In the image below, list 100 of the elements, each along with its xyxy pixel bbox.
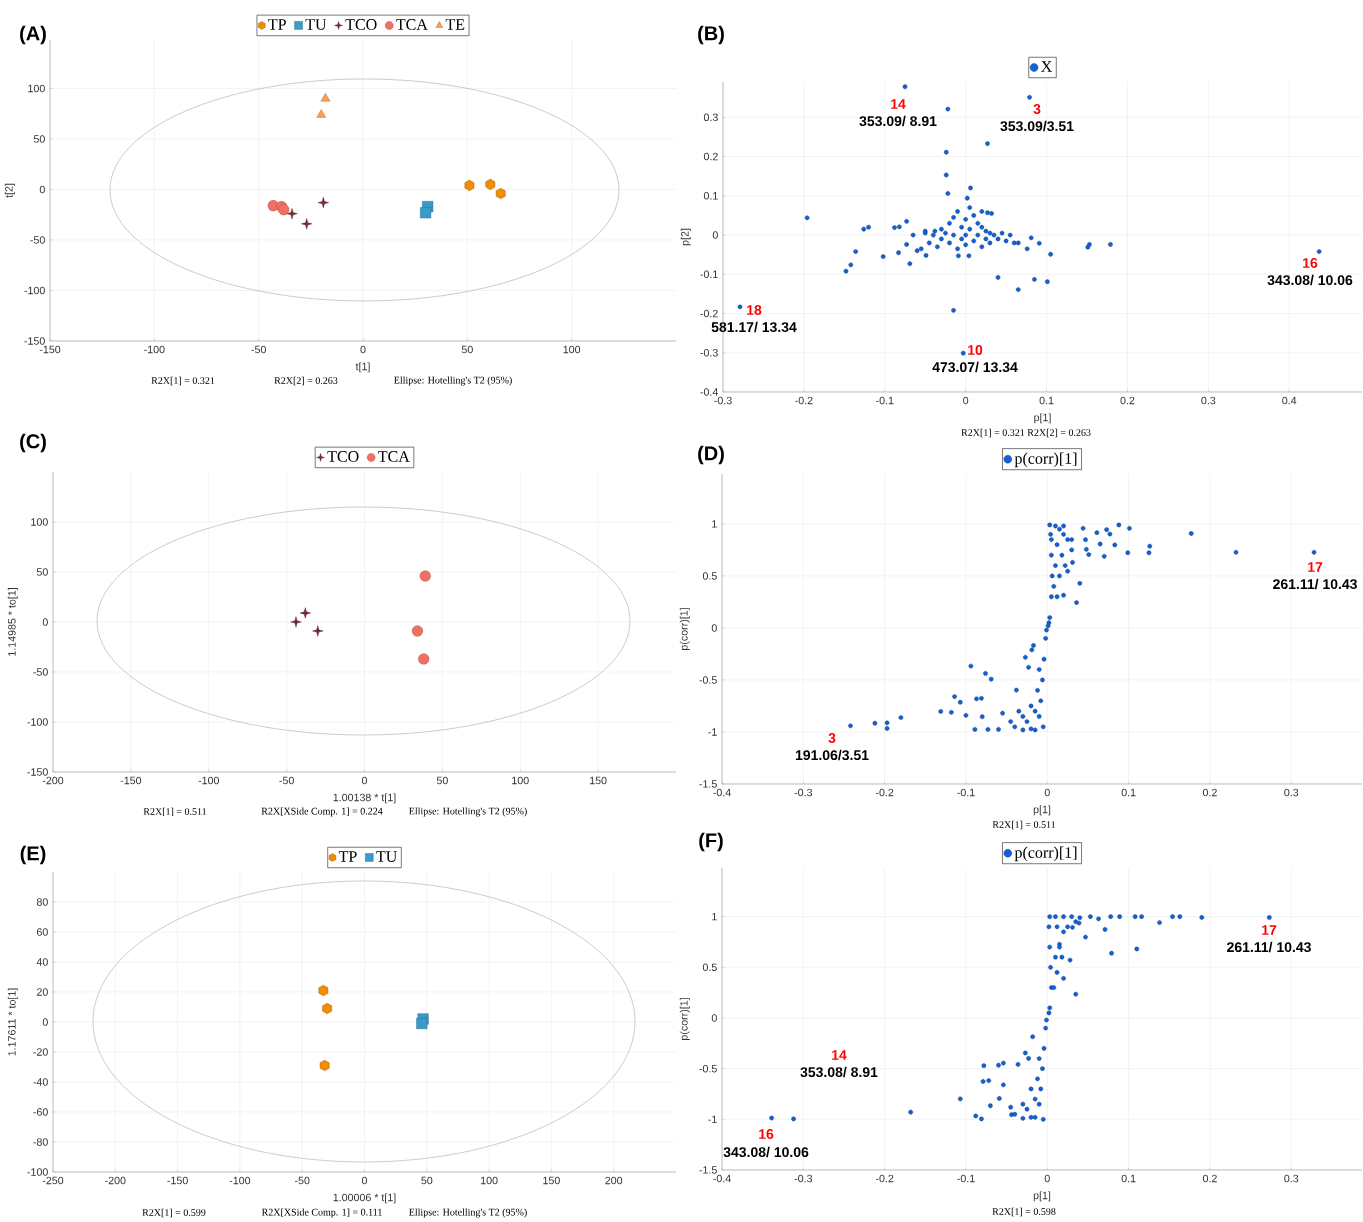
y-tick-label: -0.4 (700, 388, 718, 396)
point (485, 178, 496, 190)
y-tick-label: -20 (33, 1048, 48, 1056)
y-tick-label: -150 (24, 337, 45, 345)
annotation: 353.09/3.51 (1000, 120, 1074, 132)
x-axis-title: p[1] (1033, 805, 1051, 816)
legend-label: TE (445, 19, 465, 30)
point (301, 218, 313, 230)
y-tick-label: -1.5 (699, 780, 717, 788)
x-tick-label: 0 (1044, 788, 1050, 797)
point (286, 208, 298, 220)
x-tick-label: 100 (481, 1176, 498, 1185)
legend-label: TP (338, 851, 357, 862)
y-axis-title: p(corr)[1] (679, 998, 690, 1040)
y-tick-label: 0 (712, 231, 718, 239)
y-axis-title: 1.17611 * to[1] (7, 988, 18, 1056)
x-tick-label: -0.2 (875, 1174, 894, 1183)
y-tick-label: -0.5 (699, 1064, 717, 1073)
annotation: 10 (968, 345, 983, 355)
text: Ellipse: Hotelling's T2 (95%) (394, 376, 512, 386)
annotation: 3 (828, 733, 836, 743)
x-tick-label: -0.2 (795, 396, 813, 405)
x-tick-label: -0.3 (794, 788, 813, 797)
x-tick-label: -200 (105, 1176, 126, 1185)
annotation: 343.08/ 10.06 (1267, 274, 1353, 286)
x-tick-label: 0.1 (1121, 1174, 1136, 1183)
legend-label: TCO (345, 19, 377, 30)
point (312, 625, 324, 637)
chart-title: (A) (20, 25, 46, 45)
x-tick-label: 0.1 (1039, 396, 1054, 405)
text: Ellipse: Hotelling's T2 (95%) (409, 1208, 527, 1218)
y-tick-label: 50 (33, 135, 45, 143)
x-tick-label: 0 (963, 396, 969, 405)
y-axis-title: p(corr)[1] (679, 608, 690, 650)
chart-title: (F) (699, 832, 723, 852)
point (322, 1002, 332, 1015)
chart-title: (C) (20, 433, 46, 453)
point (464, 179, 475, 191)
y-tick-label: 50 (36, 568, 48, 576)
y-tick-label: -0.5 (699, 676, 717, 684)
point (418, 653, 430, 665)
x-tick-label: 0.2 (1202, 788, 1217, 797)
legend-label: TCA (396, 19, 428, 30)
text: R2X[1] = 0.511 (143, 807, 207, 817)
point (419, 570, 431, 582)
x-tick-label: 0.4 (1282, 396, 1297, 405)
annotation: 191.06/3.51 (795, 749, 869, 761)
point (495, 187, 506, 200)
text: Ellipse: Hotelling's T2 (95%) (409, 807, 527, 817)
point (416, 1017, 428, 1030)
annotation: 261.11/ 10.43 (1227, 941, 1311, 953)
x-tick-label: -150 (167, 1176, 188, 1185)
y-axis-title: t[2] (4, 183, 15, 198)
point (319, 1059, 330, 1072)
legend-label: TCA (378, 451, 410, 462)
y-tick-label: -50 (30, 236, 45, 244)
text: R2X[1] = 0.511 (992, 820, 1056, 830)
y-tick-label: 80 (36, 898, 48, 906)
x-tick-label: 0.3 (1201, 396, 1216, 405)
point (299, 607, 311, 619)
y-tick-label: -40 (33, 1078, 48, 1086)
x-tick-label: -0.1 (957, 1174, 975, 1183)
x-tick-label: 0 (360, 345, 366, 354)
y-tick-label: 20 (36, 988, 48, 996)
annotation: 18 (747, 305, 762, 315)
annotation: 473.07/ 13.34 (932, 361, 1018, 373)
y-tick-label: 0.1 (703, 192, 718, 200)
x-tick-label: -100 (198, 776, 220, 785)
point (420, 207, 432, 219)
x-tick-label: 50 (421, 1176, 433, 1185)
point (290, 616, 302, 628)
x-tick-label: -0.3 (794, 1174, 813, 1183)
annotation: 353.09/ 8.91 (859, 115, 937, 127)
y-tick-label: 0.3 (703, 113, 718, 122)
x-tick-label: 50 (461, 345, 473, 354)
chart-title: (E) (20, 845, 46, 865)
x-tick-label: -250 (42, 1176, 64, 1185)
text: R2X[1] = 0.321 (151, 376, 215, 386)
y-tick-label: 1 (712, 520, 717, 528)
x-tick-label: 100 (563, 345, 581, 354)
point (318, 984, 329, 997)
x-axis-title: p[1] (1033, 1191, 1051, 1202)
y-tick-label: -150 (27, 768, 48, 776)
y-tick-label: 0 (711, 1014, 717, 1022)
y-tick-label: 1 (712, 912, 717, 921)
y-tick-label: 100 (28, 84, 45, 93)
y-tick-label: -100 (24, 286, 45, 295)
legend-label: p(corr)[1] (1014, 452, 1077, 468)
x-tick-label: -150 (120, 776, 142, 785)
x-tick-label: 0 (361, 776, 368, 785)
y-tick-label: -0.1 (700, 270, 718, 279)
y-axis-title: 1.14985 * to[1] (7, 588, 18, 656)
y-tick-label: -1 (708, 728, 717, 736)
x-tick-label: -50 (294, 1176, 310, 1185)
annotation: 14 (891, 99, 906, 109)
y-tick-label: 0.5 (702, 963, 717, 972)
annotation: 14 (832, 1050, 847, 1060)
text: R2X[XSide Comp. 1] = 0.224 (261, 807, 383, 817)
y-tick-label: -100 (27, 718, 48, 726)
point (317, 197, 329, 209)
